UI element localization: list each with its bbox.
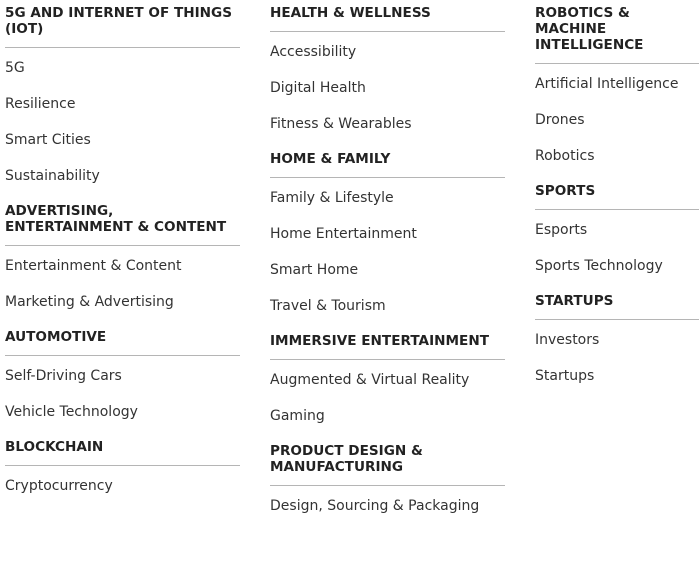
topic-link-family-lifestyle[interactable]: Family & Lifestyle	[270, 190, 394, 206]
category-heading[interactable]: HOME & FAMILY	[270, 150, 505, 178]
category-blockchain: BLOCKCHAIN Cryptocurrency	[5, 438, 240, 504]
topic-link-augmented-virtual-reality[interactable]: Augmented & Virtual Reality	[270, 372, 470, 388]
topic-link-marketing-advertising[interactable]: Marketing & Advertising	[5, 294, 174, 310]
topic-list: Family & Lifestyle Home Entertainment Sm…	[270, 180, 505, 324]
category-heading[interactable]: HEALTH & WELLNESS	[270, 4, 505, 32]
topic-link-cryptocurrency[interactable]: Cryptocurrency	[5, 478, 113, 494]
category-automotive: AUTOMOTIVE Self-Driving Cars Vehicle Tec…	[5, 328, 240, 430]
category-health-wellness: HEALTH & WELLNESS Accessibility Digital …	[270, 4, 505, 142]
topic-link-resilience[interactable]: Resilience	[5, 96, 76, 112]
topic-link-artificial-intelligence[interactable]: Artificial Intelligence	[535, 76, 679, 92]
topic-link-investors[interactable]: Investors	[535, 332, 600, 348]
topic-link-travel-tourism[interactable]: Travel & Tourism	[270, 298, 386, 314]
topic-list: Design, Sourcing & Packaging	[270, 488, 505, 524]
topic-list: Investors Startups	[535, 322, 699, 394]
category-heading[interactable]: AUTOMOTIVE	[5, 328, 240, 356]
topic-link-5g[interactable]: 5G	[5, 60, 25, 76]
topic-link-fitness-wearables[interactable]: Fitness & Wearables	[270, 116, 412, 132]
category-heading[interactable]: SPORTS	[535, 182, 699, 210]
topic-list: Augmented & Virtual Reality Gaming	[270, 362, 505, 434]
category-product-design-manufacturing: PRODUCT DESIGN & MANUFACTURING Design, S…	[270, 442, 505, 524]
topic-link-gaming[interactable]: Gaming	[270, 408, 325, 424]
topic-list: 5G Resilience Smart Cities Sustainabilit…	[5, 50, 240, 194]
topic-link-self-driving-cars[interactable]: Self-Driving Cars	[5, 368, 122, 384]
topic-list: Artificial Intelligence Drones Robotics	[535, 66, 699, 174]
category-heading[interactable]: PRODUCT DESIGN & MANUFACTURING	[270, 442, 505, 486]
topic-link-digital-health[interactable]: Digital Health	[270, 80, 366, 96]
topic-link-smart-cities[interactable]: Smart Cities	[5, 132, 91, 148]
category-heading[interactable]: IMMERSIVE ENTERTAINMENT	[270, 332, 505, 360]
topic-link-smart-home[interactable]: Smart Home	[270, 262, 359, 278]
topic-list: Esports Sports Technology	[535, 212, 699, 284]
topic-column-3: ROBOTICS & MACHINE INTELLIGENCE Artifici…	[535, 4, 699, 402]
topic-link-drones[interactable]: Drones	[535, 112, 585, 128]
topic-link-design-sourcing-packaging[interactable]: Design, Sourcing & Packaging	[270, 498, 480, 514]
topic-link-vehicle-technology[interactable]: Vehicle Technology	[5, 404, 138, 420]
category-heading[interactable]: 5G AND INTERNET OF THINGS (IOT)	[5, 4, 240, 48]
category-advertising-entertainment-content: ADVERTISING, ENTERTAINMENT & CONTENT Ent…	[5, 202, 240, 320]
category-immersive-entertainment: IMMERSIVE ENTERTAINMENT Augmented & Virt…	[270, 332, 505, 434]
topic-link-home-entertainment[interactable]: Home Entertainment	[270, 226, 417, 242]
topic-list: Entertainment & Content Marketing & Adve…	[5, 248, 240, 320]
category-heading[interactable]: ROBOTICS & MACHINE INTELLIGENCE	[535, 4, 699, 64]
category-heading[interactable]: STARTUPS	[535, 292, 699, 320]
topic-list: Self-Driving Cars Vehicle Technology	[5, 358, 240, 430]
topic-list: Accessibility Digital Health Fitness & W…	[270, 34, 505, 142]
topic-link-sports-technology[interactable]: Sports Technology	[535, 258, 663, 274]
category-startups: STARTUPS Investors Startups	[535, 292, 699, 394]
topic-link-entertainment-content[interactable]: Entertainment & Content	[5, 258, 182, 274]
topic-link-robotics[interactable]: Robotics	[535, 148, 595, 164]
topic-column-2: HEALTH & WELLNESS Accessibility Digital …	[270, 4, 505, 532]
topic-link-startups[interactable]: Startups	[535, 368, 595, 384]
topic-column-1: 5G AND INTERNET OF THINGS (IOT) 5G Resil…	[5, 4, 240, 512]
topic-link-esports[interactable]: Esports	[535, 222, 588, 238]
category-heading[interactable]: ADVERTISING, ENTERTAINMENT & CONTENT	[5, 202, 240, 246]
category-5g-iot: 5G AND INTERNET OF THINGS (IOT) 5G Resil…	[5, 4, 240, 194]
category-sports: SPORTS Esports Sports Technology	[535, 182, 699, 284]
category-robotics-machine-intelligence: ROBOTICS & MACHINE INTELLIGENCE Artifici…	[535, 4, 699, 174]
topic-link-sustainability[interactable]: Sustainability	[5, 168, 100, 184]
topic-list: Cryptocurrency	[5, 468, 240, 504]
topic-link-accessibility[interactable]: Accessibility	[270, 44, 357, 60]
category-home-family: HOME & FAMILY Family & Lifestyle Home En…	[270, 150, 505, 324]
category-heading[interactable]: BLOCKCHAIN	[5, 438, 240, 466]
